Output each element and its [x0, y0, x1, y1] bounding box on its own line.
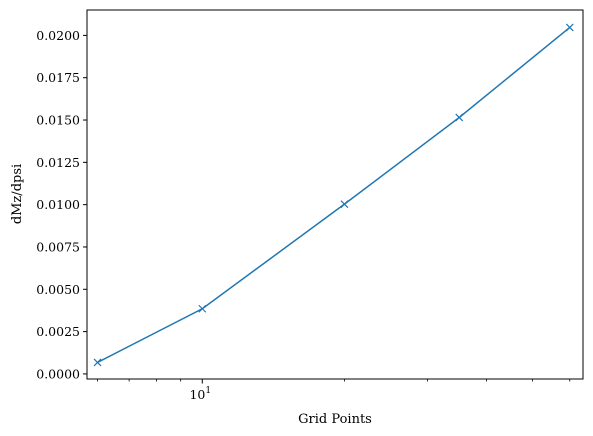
y-tick-label: 0.0100 [36, 197, 80, 212]
x-tick-label: 101 [189, 386, 211, 402]
y-tick-label: 0.0025 [36, 324, 80, 339]
data-point [198, 304, 207, 313]
data-point [340, 200, 349, 209]
y-tick-label: 0.0000 [36, 366, 80, 381]
data-point [93, 358, 102, 367]
x-axis-label: Grid Points [298, 412, 372, 427]
y-axis: 0.0000 0.0025 0.0050 0.0075 0.0100 0.0125 0.01… [36, 28, 87, 381]
axes-frame [86, 9, 584, 380]
series-line [97, 26, 571, 364]
y-tick-label: 0.0125 [36, 155, 80, 170]
y-tick-label: 0.0200 [36, 28, 80, 43]
plot-area [93, 23, 574, 367]
y-axis-label: dMz/dpsi [10, 164, 25, 224]
y-tick-label: 0.0175 [36, 70, 80, 85]
x-axis: 101 [97, 379, 571, 402]
y-tick-label: 0.0150 [36, 113, 80, 128]
x-tick-exponent: 1 [205, 386, 211, 396]
data-point [455, 113, 464, 122]
y-tick-label: 0.0050 [36, 282, 80, 297]
data-point [565, 23, 574, 32]
x-tick-base: 10 [189, 387, 205, 402]
y-tick-label: 0.0075 [36, 239, 80, 254]
